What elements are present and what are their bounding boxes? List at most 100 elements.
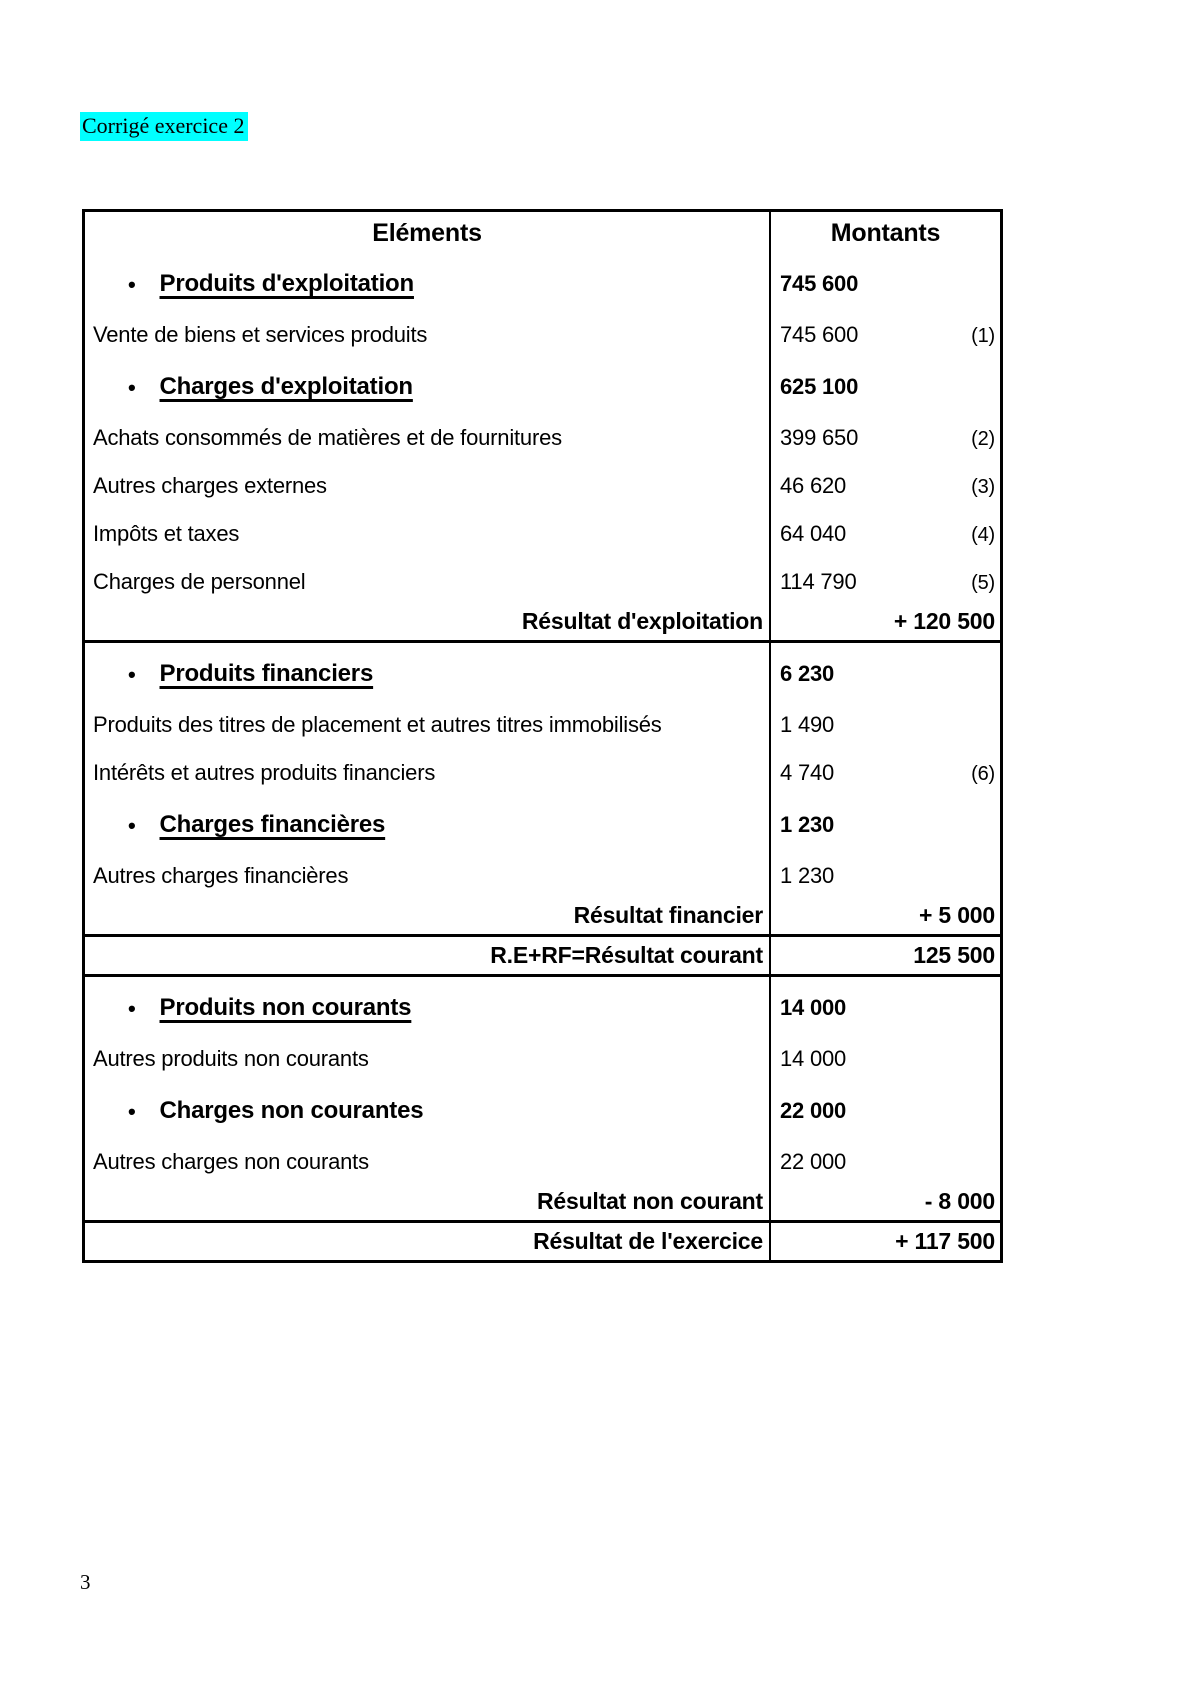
row-label-cell: Résultat d'exploitation [85, 603, 771, 640]
row-amount: 14 000 [780, 995, 847, 1020]
row-label-cell: • Charges non courantes [85, 1080, 771, 1135]
table-row: • Produits d'exploitation 745 600 [85, 253, 1000, 308]
row-label-cell: Produits des titres de placement et autr… [85, 698, 771, 746]
row-note-ref: (4) [971, 524, 995, 546]
row-label: Autres produits non courants [93, 1046, 369, 1071]
row-label: R.E+RF=Résultat courant [490, 942, 763, 968]
row-amount-cell: 1 230 [771, 794, 1000, 849]
row-amount-cell: + 5 000 [771, 897, 1000, 934]
row-amount: 46 620 [780, 473, 847, 498]
table-row: Résultat de l'exercice + 117 500 [85, 1223, 1000, 1260]
row-amount-cell: 6 230 [771, 643, 1000, 698]
row-label: Charges financières [159, 811, 386, 838]
bullet-icon: • [128, 813, 136, 838]
row-label-cell: Autres charges non courants [85, 1135, 771, 1183]
table-row: Charges de personnel 114 790 (5) [85, 555, 1000, 603]
row-label: Autres charges non courants [93, 1149, 369, 1174]
row-amount-cell: 1 230 [771, 849, 1000, 897]
table-body: • Produits d'exploitation 745 600 Vente de … [85, 253, 1000, 1260]
table-header-row: Eléments Montants [85, 212, 1000, 253]
bullet-icon: • [128, 1099, 136, 1124]
table-row: • Charges d'exploitation 625 100 [85, 356, 1000, 411]
row-amount-cell: 114 790 (5) [771, 555, 1000, 603]
row-amount: 1 230 [780, 812, 835, 837]
row-label: Résultat non courant [536, 1188, 763, 1214]
table-row: Vente de biens et services produits 745 6… [85, 308, 1000, 356]
row-label-cell: R.E+RF=Résultat courant [85, 937, 771, 974]
row-label-cell: Résultat de l'exercice [85, 1223, 771, 1260]
row-label-cell: Résultat financier [85, 897, 771, 934]
row-label-cell: • Produits d'exploitation [85, 253, 771, 308]
row-amount-cell: 745 600 [771, 253, 1000, 308]
row-label-cell: Intérêts et autres produits financiers [85, 746, 771, 794]
row-label: Produits d'exploitation [159, 270, 415, 297]
table-row: • Produits financiers 6 230 [85, 643, 1000, 698]
row-label-cell: Autres produits non courants [85, 1032, 771, 1080]
row-amount: + 117 500 [895, 1228, 995, 1254]
income-statement-table: Eléments Montants • Produits d'exploitati… [82, 209, 1003, 1263]
row-label-cell: • Charges d'exploitation [85, 356, 771, 411]
row-amount: 399 650 [780, 425, 859, 450]
row-label-cell: Autres charges financières [85, 849, 771, 897]
table-row: Produits des titres de placement et autr… [85, 698, 1000, 746]
row-amount: 14 000 [780, 1046, 847, 1071]
row-amount: 1 230 [780, 863, 835, 888]
row-note-ref: (1) [971, 325, 995, 347]
row-note-ref: (6) [971, 763, 995, 785]
table-row: R.E+RF=Résultat courant 125 500 [85, 937, 1000, 977]
row-label: Vente de biens et services produits [93, 322, 428, 347]
table-row: Autres charges externes 46 620 (3) [85, 459, 1000, 507]
row-label-cell: Résultat non courant [85, 1183, 771, 1220]
column-header-montants: Montants [830, 219, 941, 247]
row-amount-cell: 22 000 [771, 1135, 1000, 1183]
row-label: Impôts et taxes [93, 521, 240, 546]
row-amount-cell: 125 500 [771, 937, 1000, 974]
row-amount: 625 100 [780, 374, 859, 399]
row-amount: - 8 000 [924, 1188, 995, 1214]
row-amount: 745 600 [780, 322, 859, 347]
row-label: Résultat financier [573, 902, 764, 928]
table-row: Résultat non courant - 8 000 [85, 1183, 1000, 1223]
row-label-cell: • Produits non courants [85, 977, 771, 1032]
table-row: • Charges financières 1 230 [85, 794, 1000, 849]
row-label: Intérêts et autres produits financiers [93, 760, 436, 785]
row-amount-cell: 4 740 (6) [771, 746, 1000, 794]
table-row: Autres charges financières 1 230 [85, 849, 1000, 897]
row-label: Charges de personnel [93, 569, 306, 594]
row-label: Résultat de l'exercice [533, 1228, 763, 1254]
row-amount: 22 000 [780, 1149, 847, 1174]
row-amount-cell: 14 000 [771, 977, 1000, 1032]
row-label-cell: Achats consommés de matières et de fourn… [85, 411, 771, 459]
table-row: Résultat financier + 5 000 [85, 897, 1000, 937]
row-amount-cell: 1 490 [771, 698, 1000, 746]
table-row: • Produits non courants 14 000 [85, 977, 1000, 1032]
row-label-cell: Vente de biens et services produits [85, 308, 771, 356]
row-label: Charges non courantes [159, 1097, 424, 1124]
row-amount-cell: + 120 500 [771, 603, 1000, 640]
row-note-ref: (5) [971, 572, 995, 594]
row-amount: 22 000 [780, 1098, 847, 1123]
bullet-icon: • [128, 375, 136, 400]
row-amount-cell: 14 000 [771, 1032, 1000, 1080]
row-label-cell: • Produits financiers [85, 643, 771, 698]
row-label: Autres charges externes [93, 473, 327, 498]
row-amount-cell: 745 600 (1) [771, 308, 1000, 356]
table-row: Intérêts et autres produits financiers 4 … [85, 746, 1000, 794]
bullet-icon: • [128, 662, 136, 687]
row-amount: 6 230 [780, 661, 835, 686]
row-amount: 64 040 [780, 521, 847, 546]
bullet-icon: • [128, 996, 136, 1021]
row-label: Résultat d'exploitation [521, 608, 763, 634]
row-label: Produits non courants [159, 994, 412, 1021]
row-label: Produits financiers [159, 660, 374, 687]
row-amount: + 5 000 [919, 902, 995, 928]
row-amount-cell: - 8 000 [771, 1183, 1000, 1220]
row-amount-cell: 625 100 [771, 356, 1000, 411]
row-label: Autres charges financières [93, 863, 349, 888]
row-label-cell: Charges de personnel [85, 555, 771, 603]
row-label-cell: Impôts et taxes [85, 507, 771, 555]
row-label-cell: Autres charges externes [85, 459, 771, 507]
row-amount-cell: 46 620 (3) [771, 459, 1000, 507]
table-row: • Charges non courantes 22 000 [85, 1080, 1000, 1135]
